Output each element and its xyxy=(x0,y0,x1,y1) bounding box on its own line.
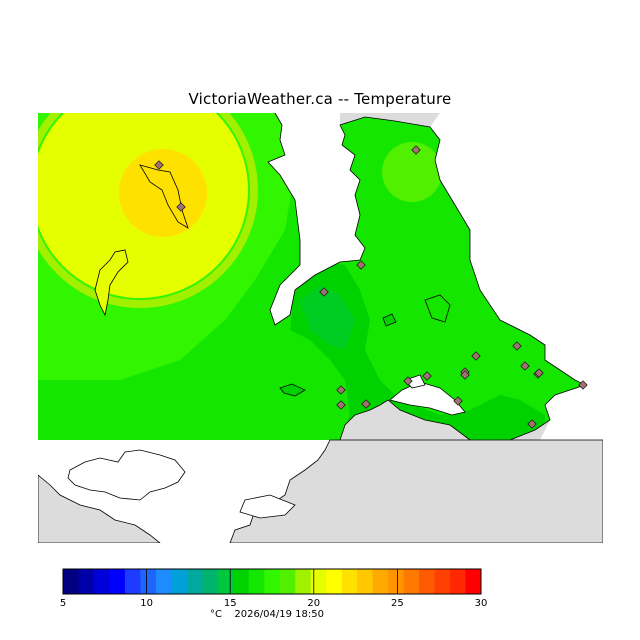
legend-swatch xyxy=(63,569,79,594)
legend-swatch xyxy=(341,569,358,594)
legend-swatch xyxy=(279,569,296,594)
legend-tick-label: 15 xyxy=(224,598,237,609)
legend-swatch xyxy=(310,569,327,594)
lower-coast-west xyxy=(38,474,161,543)
water-inlet xyxy=(268,113,365,325)
legend-swatch xyxy=(450,569,467,594)
timestamp: 2026/04/19 18:50 xyxy=(234,609,324,620)
legend-swatch xyxy=(233,569,250,594)
station-marker[interactable] xyxy=(471,351,481,361)
legend-ticks: 5 10 15 20 25 30 xyxy=(60,569,488,609)
legend-swatch xyxy=(357,569,374,594)
legend-frame xyxy=(62,568,482,595)
legend-swatch xyxy=(434,569,451,594)
station-marker[interactable] xyxy=(403,376,413,386)
legend-swatches xyxy=(63,569,482,594)
water-strait xyxy=(430,113,603,440)
station-marker[interactable] xyxy=(411,145,421,155)
station-marker[interactable] xyxy=(176,202,186,212)
legend-tick-label: 25 xyxy=(391,598,404,609)
legend-swatch xyxy=(155,569,172,594)
legend-swatch xyxy=(124,569,141,594)
station-marker[interactable] xyxy=(460,370,470,380)
island-south xyxy=(67,449,186,501)
legend-tick-label: 20 xyxy=(307,598,320,609)
station-marker[interactable] xyxy=(534,368,544,378)
unit-label: °C xyxy=(210,609,222,620)
legend-swatch xyxy=(202,569,219,594)
legend-swatch xyxy=(264,569,281,594)
station-marker[interactable] xyxy=(336,400,346,410)
legend-swatch xyxy=(419,569,436,594)
legend-footer: °C 2026/04/19 18:50 xyxy=(210,609,324,620)
station-marker[interactable] xyxy=(336,385,346,395)
legend-swatch xyxy=(403,569,420,594)
station-marker[interactable] xyxy=(512,341,522,351)
station-marker[interactable] xyxy=(527,419,537,429)
station-marker[interactable] xyxy=(361,399,371,409)
legend-swatch xyxy=(372,569,389,594)
legend-swatch xyxy=(78,569,95,594)
temperature-map xyxy=(38,113,603,543)
legend-swatch xyxy=(465,569,482,594)
legend-swatch xyxy=(93,569,110,594)
station-marker[interactable] xyxy=(578,380,588,390)
station-marker[interactable] xyxy=(453,396,463,406)
legend-swatch xyxy=(186,569,203,594)
station-marker[interactable] xyxy=(154,160,164,170)
station-marker[interactable] xyxy=(319,287,329,297)
legend-tick-label: 10 xyxy=(140,598,153,609)
legend-swatch xyxy=(140,569,157,594)
legend-swatch xyxy=(388,569,405,594)
legend-swatch xyxy=(217,569,234,594)
map-title: VictoriaWeather.ca -- Temperature xyxy=(188,90,452,108)
legend-swatch xyxy=(326,569,343,594)
legend-tick-label: 5 xyxy=(60,598,66,609)
legend-swatch xyxy=(109,569,126,594)
station-marker[interactable] xyxy=(422,371,432,381)
temperature-field xyxy=(38,113,603,440)
legend-swatch xyxy=(248,569,265,594)
legend-tick-label: 30 xyxy=(475,598,488,609)
station-marker[interactable] xyxy=(520,361,530,371)
coastlines xyxy=(94,113,587,440)
weather-stations xyxy=(154,145,588,429)
station-marker[interactable] xyxy=(356,260,366,270)
legend-swatch xyxy=(295,569,312,594)
legend-swatch xyxy=(171,569,188,594)
